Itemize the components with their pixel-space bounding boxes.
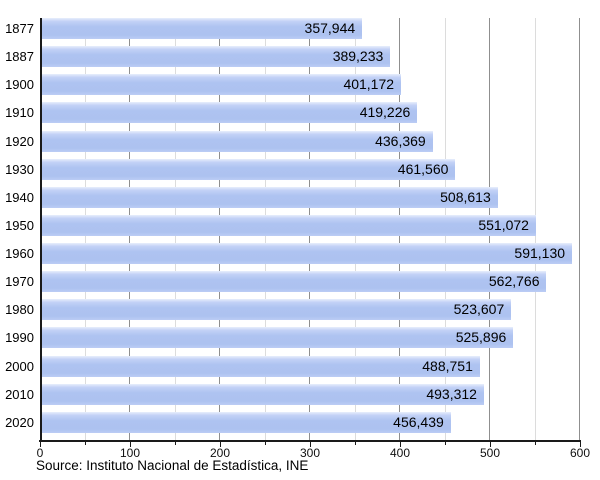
y-tick-label: 1930: [5, 161, 34, 177]
y-tick-label: 1877: [5, 21, 34, 36]
x-tick: [265, 442, 266, 445]
bar-value-label: 591,130: [514, 245, 566, 262]
x-tick: [445, 442, 446, 445]
x-tick-label: 100: [119, 446, 141, 460]
bar: 389,233: [40, 46, 391, 68]
y-tick-label: 1887: [5, 49, 34, 65]
y-tick-label: 1970: [5, 274, 34, 290]
bar-value-label: 562,766: [488, 273, 540, 290]
y-axis-line: [40, 18, 42, 441]
bar-value-label: 357,944: [304, 20, 356, 36]
bar: 493,312: [40, 383, 484, 405]
y-tick-label: 1990: [5, 330, 34, 346]
x-tick: [40, 442, 41, 447]
x-tick: [85, 442, 86, 445]
x-tick-label: 300: [299, 446, 321, 460]
x-tick: [400, 442, 401, 447]
plot-area: 357,944 389,233 401,172 419,226 436,369 461,5…: [40, 18, 580, 440]
bar: 551,072: [40, 214, 536, 236]
bar: 419,226: [40, 102, 418, 124]
x-tick: [175, 442, 176, 445]
bar-value-label: 436,369: [375, 132, 426, 149]
x-tick-label: 0: [36, 446, 44, 460]
bar-value-label: 488,751: [422, 357, 473, 374]
bar-value-label: 456,439: [393, 413, 444, 430]
x-tick: [580, 442, 581, 447]
bar-value-label: 419,226: [359, 104, 411, 121]
x-tick: [535, 442, 536, 445]
y-tick-label: 1950: [5, 217, 34, 233]
y-tick-label: 1980: [5, 302, 34, 318]
bar-value-label: 525,896: [455, 329, 507, 346]
x-tick-label: 500: [479, 446, 501, 460]
bar-value-label: 389,233: [332, 48, 384, 65]
bar: 591,130: [40, 243, 573, 265]
x-tick: [130, 442, 131, 447]
bar: 525,896: [40, 327, 514, 349]
bar: 562,766: [40, 271, 547, 293]
x-tick-label: 200: [209, 446, 231, 460]
y-tick-label: 2010: [5, 386, 34, 402]
bar-value-label: 493,312: [426, 385, 477, 402]
bar: 357,944: [40, 18, 363, 39]
y-tick-label: 2000: [5, 358, 34, 374]
x-tick: [490, 442, 491, 447]
bar-value-label: 401,172: [343, 76, 395, 93]
x-tick: [355, 442, 356, 445]
bar: 401,172: [40, 74, 402, 96]
x-axis-line: [39, 440, 581, 442]
y-tick-label: 1960: [5, 246, 34, 262]
bar-value-label: 551,072: [478, 216, 529, 233]
bar: 461,560: [40, 158, 456, 180]
y-tick-label: 2020: [5, 414, 34, 430]
x-tick-label: 400: [389, 446, 411, 460]
x-tick: [220, 442, 221, 447]
x-tick: [310, 442, 311, 447]
bar: 508,613: [40, 186, 498, 208]
y-tick-label: 1910: [5, 105, 34, 121]
y-tick-label: 1920: [5, 133, 34, 149]
bar-value-label: 523,607: [453, 301, 505, 318]
bar-value-label: 461,560: [397, 160, 449, 177]
y-tick-label: 1900: [5, 77, 34, 93]
bar-value-label: 508,613: [440, 188, 491, 205]
bar: 436,369: [40, 130, 433, 152]
bar: 488,751: [40, 355, 480, 377]
bar: 456,439: [40, 411, 451, 433]
x-tick-label: 600: [569, 446, 591, 460]
y-tick-label: 1940: [5, 189, 34, 205]
source-note: Source: Instituto Nacional de Estadístic…: [36, 458, 309, 473]
bar: 523,607: [40, 299, 512, 321]
gridline-major: [579, 18, 580, 440]
